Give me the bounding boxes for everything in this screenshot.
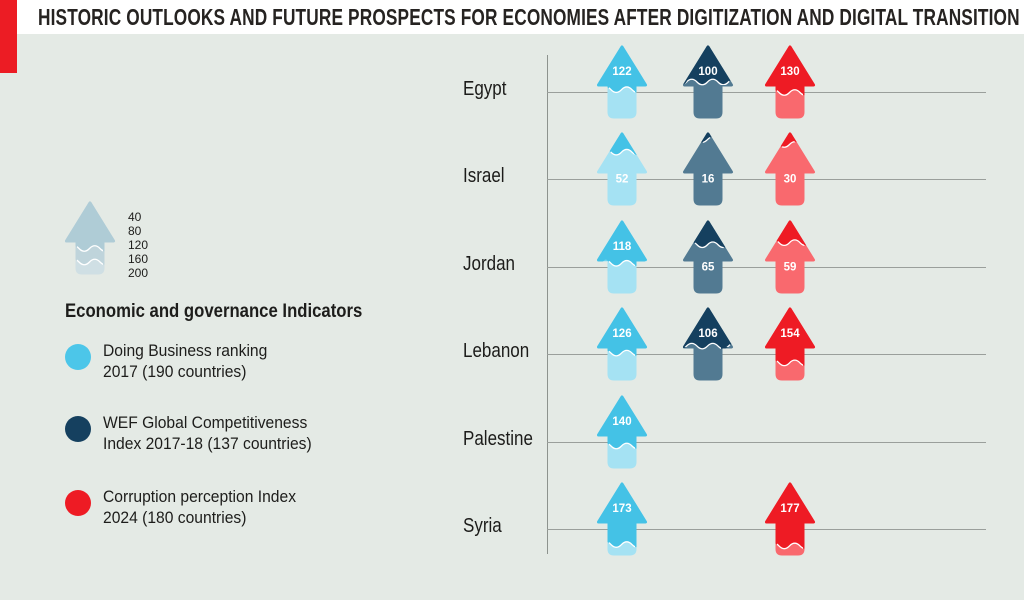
legend-heading: Economic and governance Indicators [65, 301, 363, 322]
row-line-israel [547, 179, 986, 180]
arrow-value-label: 173 [612, 503, 631, 515]
scale-tick-label: 40 [128, 210, 142, 224]
arrow-value-label: 118 [613, 241, 632, 253]
arrow-value-label: 30 [784, 174, 797, 186]
page-title-wrap: HISTORIC OUTLOOKS AND FUTURE PROSPECTS F… [38, 0, 1024, 34]
arrow-value-label: 52 [616, 174, 629, 186]
country-label-jordan: Jordan [463, 253, 515, 275]
row-line-syria [547, 529, 986, 530]
row-line-egypt [547, 92, 986, 93]
arrow-israel-series1: 52 [597, 132, 647, 206]
arrow-egypt-series1: 122 [597, 45, 647, 119]
scale-tick-label: 160 [128, 252, 149, 266]
scale-arrow-icon [65, 201, 115, 275]
arrow-lebanon-series2: 106 [683, 307, 733, 381]
arrow-lebanon-series1: 126 [597, 307, 647, 381]
country-label-palestine: Palestine [463, 428, 533, 450]
wef-dot-icon [65, 416, 91, 442]
arrow-jordan-series1: 118 [597, 220, 647, 294]
arrow-value-label: 100 [698, 66, 717, 78]
arrow-egypt-series2: 100 [683, 45, 733, 119]
legend-item-line2: 2024 (180 countries) [103, 508, 247, 527]
arrow-value-label: 154 [780, 328, 800, 340]
legend-item-line1: WEF Global Competitiveness [103, 413, 308, 432]
scale-tick-label: 80 [128, 224, 142, 238]
arrow-egypt-series3: 130 [765, 45, 815, 119]
scale-tick-label: 120 [128, 238, 149, 252]
arrow-value-label: 126 [612, 328, 631, 340]
arrow-jordan-series3: 59 [765, 220, 815, 294]
country-label-syria: Syria [463, 515, 502, 537]
legend-item-line1: Corruption perception Index [103, 487, 297, 506]
page-title: HISTORIC OUTLOOKS AND FUTURE PROSPECTS F… [38, 3, 1020, 30]
row-line-jordan [547, 267, 986, 268]
legend-item-line2: Index 2017-18 (137 countries) [103, 434, 312, 453]
y-axis-line [547, 55, 548, 554]
country-label-lebanon: Lebanon [463, 340, 530, 362]
scale-tick-label: 200 [128, 266, 149, 280]
title-band [0, 0, 1024, 34]
arrow-jordan-series2: 65 [683, 220, 733, 294]
arrow-value-label: 140 [612, 416, 631, 428]
arrow-syria-series1: 173 [597, 482, 647, 556]
corruption-dot-icon [65, 490, 91, 516]
arrow-palestine-series1: 140 [597, 395, 647, 469]
arrow-value-label: 122 [612, 66, 631, 78]
arrow-israel-series3: 30 [765, 132, 815, 206]
accent-bar [0, 0, 17, 73]
row-line-palestine [547, 442, 986, 443]
arrow-value-label: 59 [784, 262, 797, 274]
doing-business-dot-icon [65, 344, 91, 370]
arrow-value-label: 130 [780, 66, 799, 78]
arrow-lebanon-series3: 154 [765, 307, 815, 381]
arrow-value-label: 65 [702, 262, 715, 274]
legend-item-line2: 2017 (190 countries) [103, 362, 247, 381]
country-label-israel: Israel [463, 165, 505, 187]
row-line-lebanon [547, 354, 986, 355]
legend-item-line1: Doing Business ranking [103, 341, 268, 360]
country-label-egypt: Egypt [463, 78, 507, 100]
arrow-syria-series3: 177 [765, 482, 815, 556]
arrow-value-label: 106 [698, 328, 717, 340]
arrow-israel-series2: 16 [683, 132, 733, 206]
arrow-value-label: 16 [702, 174, 715, 186]
arrow-value-label: 177 [780, 503, 799, 515]
